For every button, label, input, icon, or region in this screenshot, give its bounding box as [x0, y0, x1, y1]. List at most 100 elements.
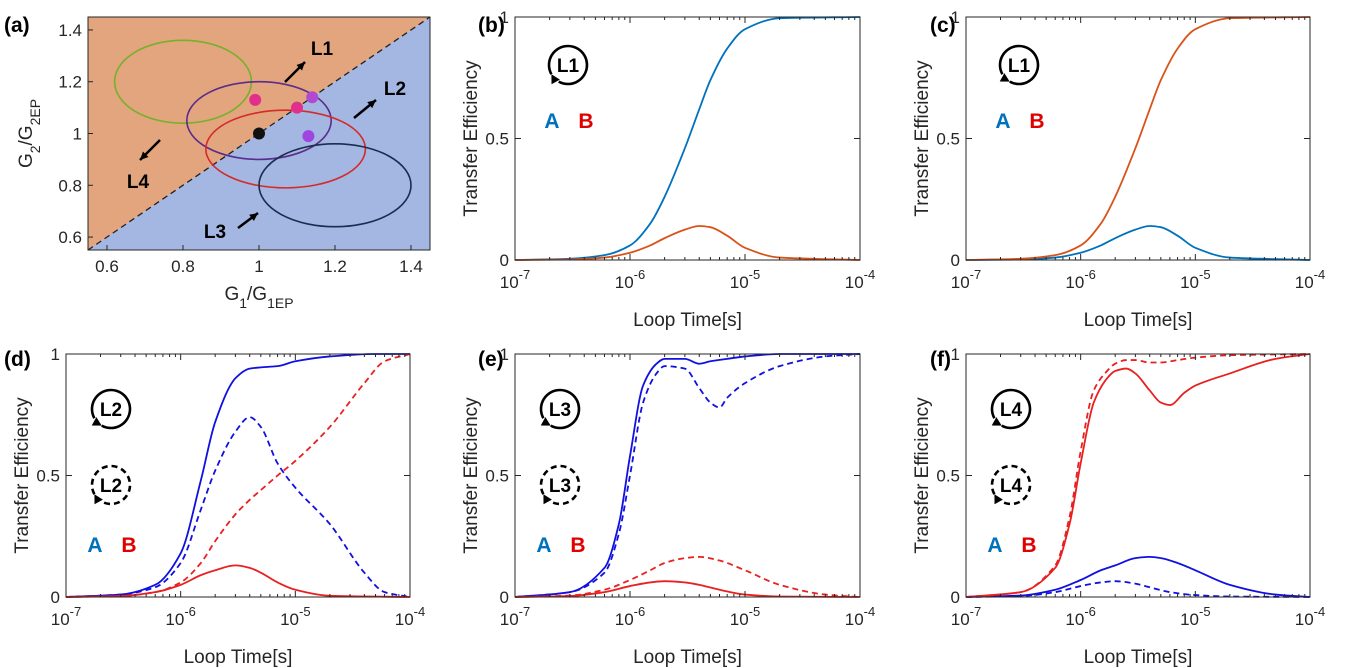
- x-tick-label: 10-5: [280, 604, 310, 629]
- loop-icon: [90, 388, 132, 430]
- loop-icon: [998, 44, 1040, 86]
- y-tick-label: 1: [951, 8, 960, 27]
- loop-icon-label: L2: [100, 476, 122, 497]
- series-a: [965, 556, 1311, 598]
- x-axis-label: G1/G1EP: [224, 284, 293, 311]
- x-tick-label: 10-7: [951, 267, 981, 292]
- data-point: [253, 127, 265, 140]
- x-tick-label: 0.8: [171, 257, 195, 276]
- ellipse-l3: [258, 143, 412, 228]
- loop-icon-label: L4: [1000, 476, 1023, 497]
- y-tick-label: 0.8: [58, 176, 82, 195]
- y-axis-label: Transfer Efficiency: [461, 60, 482, 217]
- loop-dashed-icon: [90, 464, 132, 506]
- arrow-head: [249, 213, 258, 221]
- label-A: A: [987, 534, 1002, 557]
- x-tick-label: 10-4: [1295, 604, 1325, 629]
- series-b-dashed: [965, 353, 1311, 598]
- x-tick-label: 10-5: [1180, 267, 1210, 292]
- label-A: A: [87, 534, 102, 557]
- x-tick-label: 10-6: [165, 604, 195, 629]
- loop-icon-label: L3: [549, 476, 571, 497]
- x-tick-label: 1: [254, 257, 263, 276]
- x-tick-label: 10-4: [845, 604, 875, 629]
- x-tick-label: 10-6: [615, 267, 645, 292]
- loop-dashed-icon: [539, 464, 581, 506]
- y-tick-label: 1.2: [58, 73, 82, 92]
- loop-icon-label: L1: [1008, 56, 1031, 77]
- x-tick-label: 10-5: [730, 267, 760, 292]
- series-b: [514, 580, 861, 598]
- loop-arrow-icon: [994, 494, 1003, 505]
- series-a: [965, 225, 1311, 261]
- x-tick-label: 10-6: [615, 604, 645, 629]
- data-point: [302, 130, 315, 143]
- series-b-dashed: [514, 556, 861, 598]
- loop-label-l4: L4: [127, 172, 150, 193]
- x-tick-label: 10-7: [500, 604, 530, 629]
- loop-label-l3: L3: [204, 222, 226, 243]
- y-tick-label: 0: [951, 251, 960, 270]
- y-tick-label: 0.5: [936, 467, 960, 486]
- x-axis-label: Loop Time[s]: [1084, 310, 1193, 331]
- series-a-dashed: [965, 580, 1311, 598]
- y-axis-label: Transfer Efficiency: [912, 60, 933, 217]
- y-axis-label: Transfer Efficiency: [461, 397, 482, 554]
- boundary-line: [88, 17, 430, 250]
- y-tick-label: 0.5: [485, 467, 509, 486]
- x-tick-label: 10-5: [1180, 604, 1210, 629]
- label-A: A: [995, 110, 1010, 133]
- x-tick-label: 10-7: [51, 604, 81, 629]
- label-B: B: [1021, 534, 1036, 557]
- loop-arrow-icon: [543, 494, 552, 505]
- y-tick-label: 1: [500, 8, 509, 27]
- x-axis-label: Loop Time[s]: [184, 647, 293, 668]
- panel-d: (d) 10-7 10-6 10-5 10-4 0 0.5 1 Loop Time[s] Tran…: [4, 345, 425, 668]
- y-axis-label: Transfer Efficiency: [912, 397, 933, 554]
- label-A: A: [536, 534, 551, 557]
- y-tick-label: 0: [500, 588, 509, 607]
- label-B: B: [121, 534, 136, 557]
- series-a-dashed: [514, 353, 861, 598]
- x-tick-label: 10-7: [500, 267, 530, 292]
- label-A: A: [544, 110, 559, 133]
- panel-a: (a) 0.6 0.8 1 1.2 1.4 0.6 0.8 1 1.2 1.4 G1/G1EP G2/G…: [4, 14, 431, 311]
- x-tick-label: 10-6: [1065, 267, 1095, 292]
- series-b: [965, 16, 1311, 261]
- loop-arrow-icon: [91, 417, 102, 426]
- label-B: B: [1029, 110, 1044, 133]
- loop-icon: [547, 44, 589, 86]
- y-tick-label: 0: [51, 588, 60, 607]
- arrow-head: [296, 62, 305, 71]
- x-tick-label: 1.2: [323, 257, 347, 276]
- series-a: [514, 353, 860, 598]
- x-tick-label: 10-5: [730, 604, 760, 629]
- loop-arrow-icon: [999, 73, 1010, 82]
- loop-icon-label: L2: [100, 400, 122, 421]
- axes-box: [514, 16, 861, 261]
- series-b-dashed: [65, 353, 411, 598]
- y-tick-label: 1.4: [58, 21, 82, 40]
- y-tick-label: 1: [951, 345, 960, 364]
- x-tick-label: 10-4: [845, 267, 875, 292]
- y-tick-label: 1: [73, 125, 82, 144]
- panel-label: (b): [478, 14, 505, 37]
- label-B: B: [578, 110, 593, 133]
- plot-area: [88, 17, 430, 250]
- y-tick-label: 0.5: [36, 467, 60, 486]
- y-tick-label: 0: [500, 251, 509, 270]
- x-tick-label: 10-6: [1065, 604, 1095, 629]
- y-axis-label: Transfer Efficiency: [12, 397, 33, 554]
- label-B: B: [570, 534, 585, 557]
- ellipse-l2-violet-: [186, 80, 332, 161]
- panel-label: (e): [478, 348, 504, 371]
- series-b: [514, 225, 861, 261]
- x-tick-label: 1.4: [399, 257, 423, 276]
- panel-f: (f) 10-7 10-6 10-5 10-4 0 0.5 1 Loop Time[s] Tran…: [912, 345, 1325, 668]
- loop-arrow-icon: [991, 417, 1002, 426]
- panel-label: (c): [930, 14, 956, 37]
- loop-icon-label: L3: [549, 400, 571, 421]
- arrow-head: [140, 151, 149, 160]
- loop-arrow-icon: [551, 74, 560, 85]
